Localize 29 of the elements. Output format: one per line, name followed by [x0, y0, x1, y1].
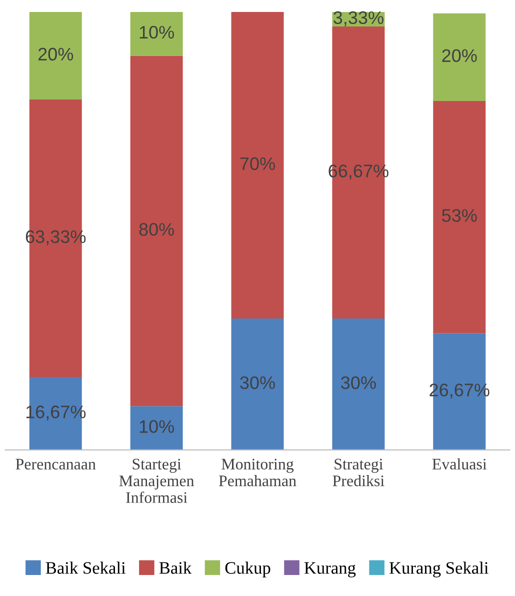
- legend-label: Kurang Sekali: [389, 562, 488, 578]
- bar: [332, 318, 385, 450]
- data-label: 10%: [140, 420, 174, 433]
- x-tick-label: Strategi Prediksi: [332, 458, 384, 486]
- x-tick-label: Monitoring Pemahaman: [218, 458, 296, 486]
- legend-label: Baik Sekali: [46, 562, 126, 574]
- data-label: 20%: [38, 48, 74, 61]
- data-label: 30%: [240, 376, 275, 390]
- bar: [130, 406, 183, 450]
- x-tick-label: Evaluasi: [432, 458, 487, 470]
- legend-label: Kurang: [304, 562, 356, 578]
- data-label: 53%: [442, 209, 477, 222]
- bar: [231, 12, 284, 319]
- legend-label: Cukup: [225, 562, 270, 578]
- data-label: 3,33%: [334, 11, 384, 26]
- bar: [130, 56, 183, 406]
- bar: [433, 100, 486, 334]
- bar: [433, 13, 486, 101]
- bar: [130, 12, 183, 56]
- data-label: 20%: [442, 49, 477, 62]
- data-label: 80%: [139, 223, 174, 236]
- data-label: 70%: [240, 157, 275, 170]
- bar: [29, 12, 82, 100]
- x-tick-label: Startegi Manajemen Informasi: [119, 458, 194, 503]
- data-label: 30%: [341, 376, 376, 390]
- data-label: 10%: [140, 26, 174, 39]
- x-tick-label: Perencanaan: [16, 458, 96, 470]
- legend-label: Baik: [159, 562, 192, 574]
- bar: [231, 318, 284, 450]
